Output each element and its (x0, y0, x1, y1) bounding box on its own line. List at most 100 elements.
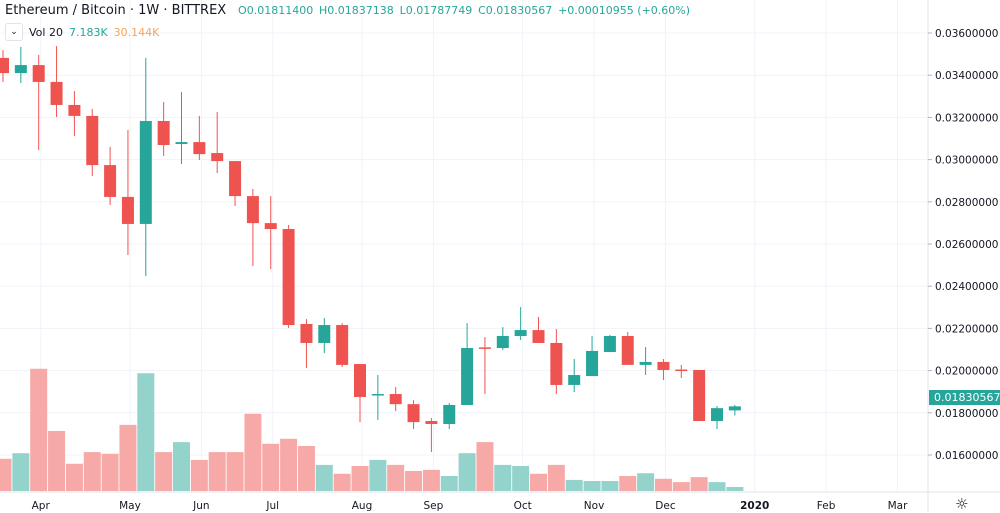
volume-bar (405, 471, 423, 491)
volume-bar (440, 476, 458, 491)
candle-body (336, 325, 349, 365)
volume-bar (208, 452, 226, 491)
volume-bar (494, 464, 512, 491)
volume-bars (0, 368, 744, 491)
candle-body (282, 229, 295, 326)
candle-body (711, 408, 723, 422)
x-tick-label: Jun (192, 500, 209, 512)
candle-body (300, 323, 313, 343)
candle-body (407, 404, 420, 423)
candle-body (675, 369, 688, 372)
y-tick-label: 0.03200000 (935, 112, 998, 124)
volume-bar (690, 477, 708, 491)
candle-body (229, 161, 242, 197)
price-axis[interactable]: 0.03600000 0.03400000 0.03200000 0.03000000… (928, 28, 998, 462)
candle-body (157, 120, 170, 146)
candle-body (478, 347, 491, 349)
candle-body (121, 196, 134, 224)
volume-bar (0, 458, 12, 491)
candle-body (496, 335, 509, 349)
high-value: H0.01837138 (319, 4, 394, 17)
x-tick-label: Mar (888, 500, 908, 512)
volume-bar (83, 452, 101, 491)
candle-body (443, 404, 456, 424)
volume-bar (672, 482, 690, 491)
volume-bar (547, 464, 565, 491)
volume-bar (387, 464, 405, 491)
y-tick-label: 0.01800000 (935, 408, 998, 420)
candles (0, 46, 741, 453)
y-tick-label: 0.02600000 (935, 239, 998, 251)
volume-bar (297, 446, 315, 491)
candle-body (586, 350, 599, 377)
volume-value: 7.183K (68, 25, 108, 39)
volume-bar (244, 413, 262, 491)
chevron-down-icon[interactable]: ⌄ (5, 23, 23, 41)
candle-body (264, 223, 277, 230)
open-value: O0.01811400 (238, 4, 314, 17)
candle-body (532, 330, 545, 343)
candle-body (211, 153, 224, 162)
current-price-label: 0.01830567 (929, 390, 1000, 405)
candle-body (246, 196, 259, 224)
volume-bar (458, 453, 476, 491)
candle-body (603, 335, 616, 353)
current-price-box (929, 390, 1000, 405)
y-tick-label: 0.02400000 (935, 281, 998, 293)
candle-body (318, 325, 331, 343)
volume-bar (280, 438, 298, 491)
candle-body (139, 120, 152, 224)
volume-bar (601, 481, 619, 491)
candle-body (371, 394, 384, 396)
volume-bar (30, 368, 48, 491)
volume-bar (708, 482, 726, 491)
x-tick-label: Jul (265, 500, 279, 512)
candle-body (68, 104, 81, 116)
candle-body (639, 361, 652, 365)
volume-bar (530, 473, 547, 491)
candle-body (568, 375, 581, 385)
y-tick-label: 0.03600000 (935, 28, 998, 40)
candle-body (193, 142, 206, 155)
volume-bar (48, 431, 66, 491)
x-tick-label: Apr (32, 500, 51, 512)
volume-bar (654, 478, 672, 491)
candle-body (461, 348, 474, 405)
volume-bar (101, 453, 119, 491)
candle-body (86, 115, 99, 166)
volume-bar (637, 473, 655, 491)
volume-bar (351, 466, 369, 491)
candle-body (621, 335, 634, 365)
candle-body (175, 142, 188, 144)
current-price-text: 0.01830567 (934, 391, 1000, 404)
gear-icon[interactable]: ☼ (955, 495, 969, 513)
change-value: +0.00010955 (+0.60%) (558, 4, 691, 17)
y-tick-label: 0.02200000 (935, 323, 998, 335)
symbol-legend: Ethereum / Bitcoin · 1W · BITTREX O0.018… (5, 3, 690, 18)
volume-indicator-name[interactable]: Vol 20 (29, 25, 63, 39)
candle-body (550, 342, 563, 385)
volume-legend: ⌄ Vol 20 7.183K 30.144K (5, 23, 159, 41)
candle-body (657, 361, 670, 370)
y-tick-label: 0.02800000 (935, 197, 998, 209)
volume-bar (726, 487, 744, 491)
candle-body (104, 165, 117, 197)
y-tick-label: 0.01600000 (935, 450, 998, 462)
x-tick-label: Dec (655, 500, 676, 512)
symbol-title[interactable]: Ethereum / Bitcoin · 1W · BITTREX (5, 3, 227, 18)
y-tick-label: 0.02000000 (935, 366, 998, 378)
x-tick-label: May (119, 500, 141, 512)
volume-bar (369, 459, 387, 491)
x-tick-label: Oct (514, 500, 532, 512)
volume-bar (12, 453, 30, 491)
volume-bar (583, 481, 601, 491)
volume-bar (512, 466, 530, 491)
volume-bar (190, 459, 208, 491)
close-value: C0.01830567 (478, 4, 553, 17)
time-axis[interactable]: Apr May Jun Jul Aug Sep Oct Nov Dec 2020 Feb Mar (32, 500, 908, 512)
candle-body (0, 57, 9, 74)
x-tick-label: Nov (584, 500, 605, 512)
volume-bar (476, 442, 494, 491)
x-tick-label: Sep (424, 500, 444, 512)
